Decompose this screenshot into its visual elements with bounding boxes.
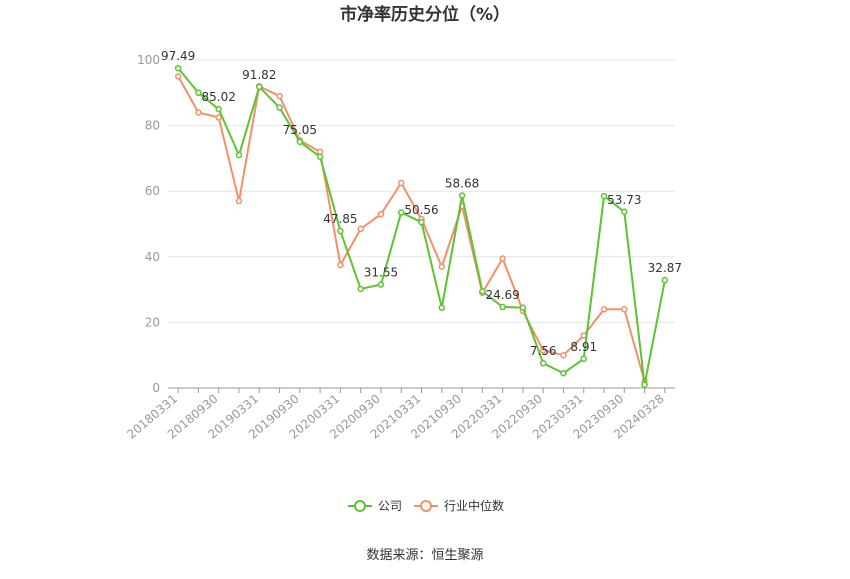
y-tick-label: 100 [137, 53, 160, 67]
data-label: 7.56 [530, 344, 557, 358]
data-label: 32.87 [648, 261, 682, 275]
series-industry-point [195, 109, 202, 116]
series-industry [174, 73, 648, 385]
data-label: 24.69 [485, 288, 519, 302]
series-industry-line [177, 75, 646, 382]
legend-label-industry: 行业中位数 [444, 498, 504, 513]
series-industry-point [397, 179, 405, 187]
data-source: 数据来源：恒生聚源 [366, 548, 483, 563]
series-industry-point [174, 73, 182, 80]
series-company-point [195, 89, 202, 97]
y-tick-label: 20 [145, 315, 160, 329]
series-company-point [580, 355, 587, 363]
series-company-point [215, 105, 222, 113]
series-company-point [316, 153, 324, 161]
chart-title: 市净率历史分位（%） [340, 4, 510, 25]
series-industry-point [215, 114, 222, 121]
series-industry-point [621, 306, 628, 313]
series-company-point [560, 369, 567, 377]
legend-marker-company [354, 500, 366, 512]
series-company-point [256, 83, 263, 91]
series-company-point [377, 281, 385, 288]
series-company-point [621, 208, 628, 216]
legend-label-company: 公司 [378, 499, 402, 513]
series-company-point [397, 209, 405, 216]
series-company-point [661, 276, 669, 284]
series-industry-point [499, 255, 506, 262]
legend: 公司 行业中位数 [348, 498, 504, 513]
y-tick-label: 60 [145, 184, 160, 198]
data-label: 75.05 [283, 123, 317, 137]
series-industry-point [337, 261, 344, 269]
series-company-point [337, 227, 344, 235]
series-company-line [177, 67, 666, 386]
series-company-point [641, 381, 648, 388]
series-company-point [479, 287, 486, 295]
data-label: 47.85 [323, 212, 357, 226]
y-axis-ticks: 0 20 40 60 80 100 [137, 53, 160, 395]
data-label: 97.49 [161, 49, 195, 63]
data-label: 91.82 [242, 68, 276, 82]
data-label: 8.91 [570, 340, 597, 354]
legend-marker-industry [420, 500, 432, 512]
series-industry-point [600, 306, 608, 313]
series-company-point [519, 304, 527, 311]
series-company-point [235, 151, 243, 159]
data-label: 85.02 [202, 90, 236, 104]
series-company-point [276, 104, 283, 111]
series-company-point [438, 304, 446, 311]
y-tick-label: 0 [152, 381, 160, 395]
series-company-point [174, 64, 182, 72]
series-industry-point [377, 210, 385, 218]
legend-item-company[interactable]: 公司 [348, 499, 402, 513]
series-company-point [499, 303, 506, 311]
series-company-point [418, 218, 425, 226]
data-label: 53.73 [607, 193, 641, 207]
y-tick-label: 40 [145, 250, 160, 264]
series-company-point [539, 359, 547, 367]
series-industry-point [276, 92, 283, 100]
series-company-point [458, 192, 466, 199]
grid-lines [168, 59, 675, 323]
series-industry-point [560, 351, 567, 359]
series-industry-point [357, 225, 364, 233]
data-label: 31.55 [364, 266, 398, 280]
x-axis: 2018033120180930201903312019093020200331… [124, 387, 675, 442]
series-industry-point [539, 347, 547, 354]
legend-item-industry[interactable]: 行业中位数 [414, 498, 504, 513]
series-company-point [296, 138, 304, 146]
series-industry-point [438, 263, 446, 270]
y-tick-label: 80 [145, 119, 160, 133]
series-company [174, 64, 669, 388]
series-company-point [357, 285, 364, 293]
data-label: 50.56 [404, 203, 438, 217]
data-labels: 97.49 85.02 91.82 75.05 47.85 31.55 50.56 58.68… [161, 49, 682, 358]
series-industry-point [235, 197, 243, 205]
data-label: 58.68 [445, 177, 479, 191]
series-layer [174, 64, 669, 388]
series-company-point [600, 192, 608, 200]
